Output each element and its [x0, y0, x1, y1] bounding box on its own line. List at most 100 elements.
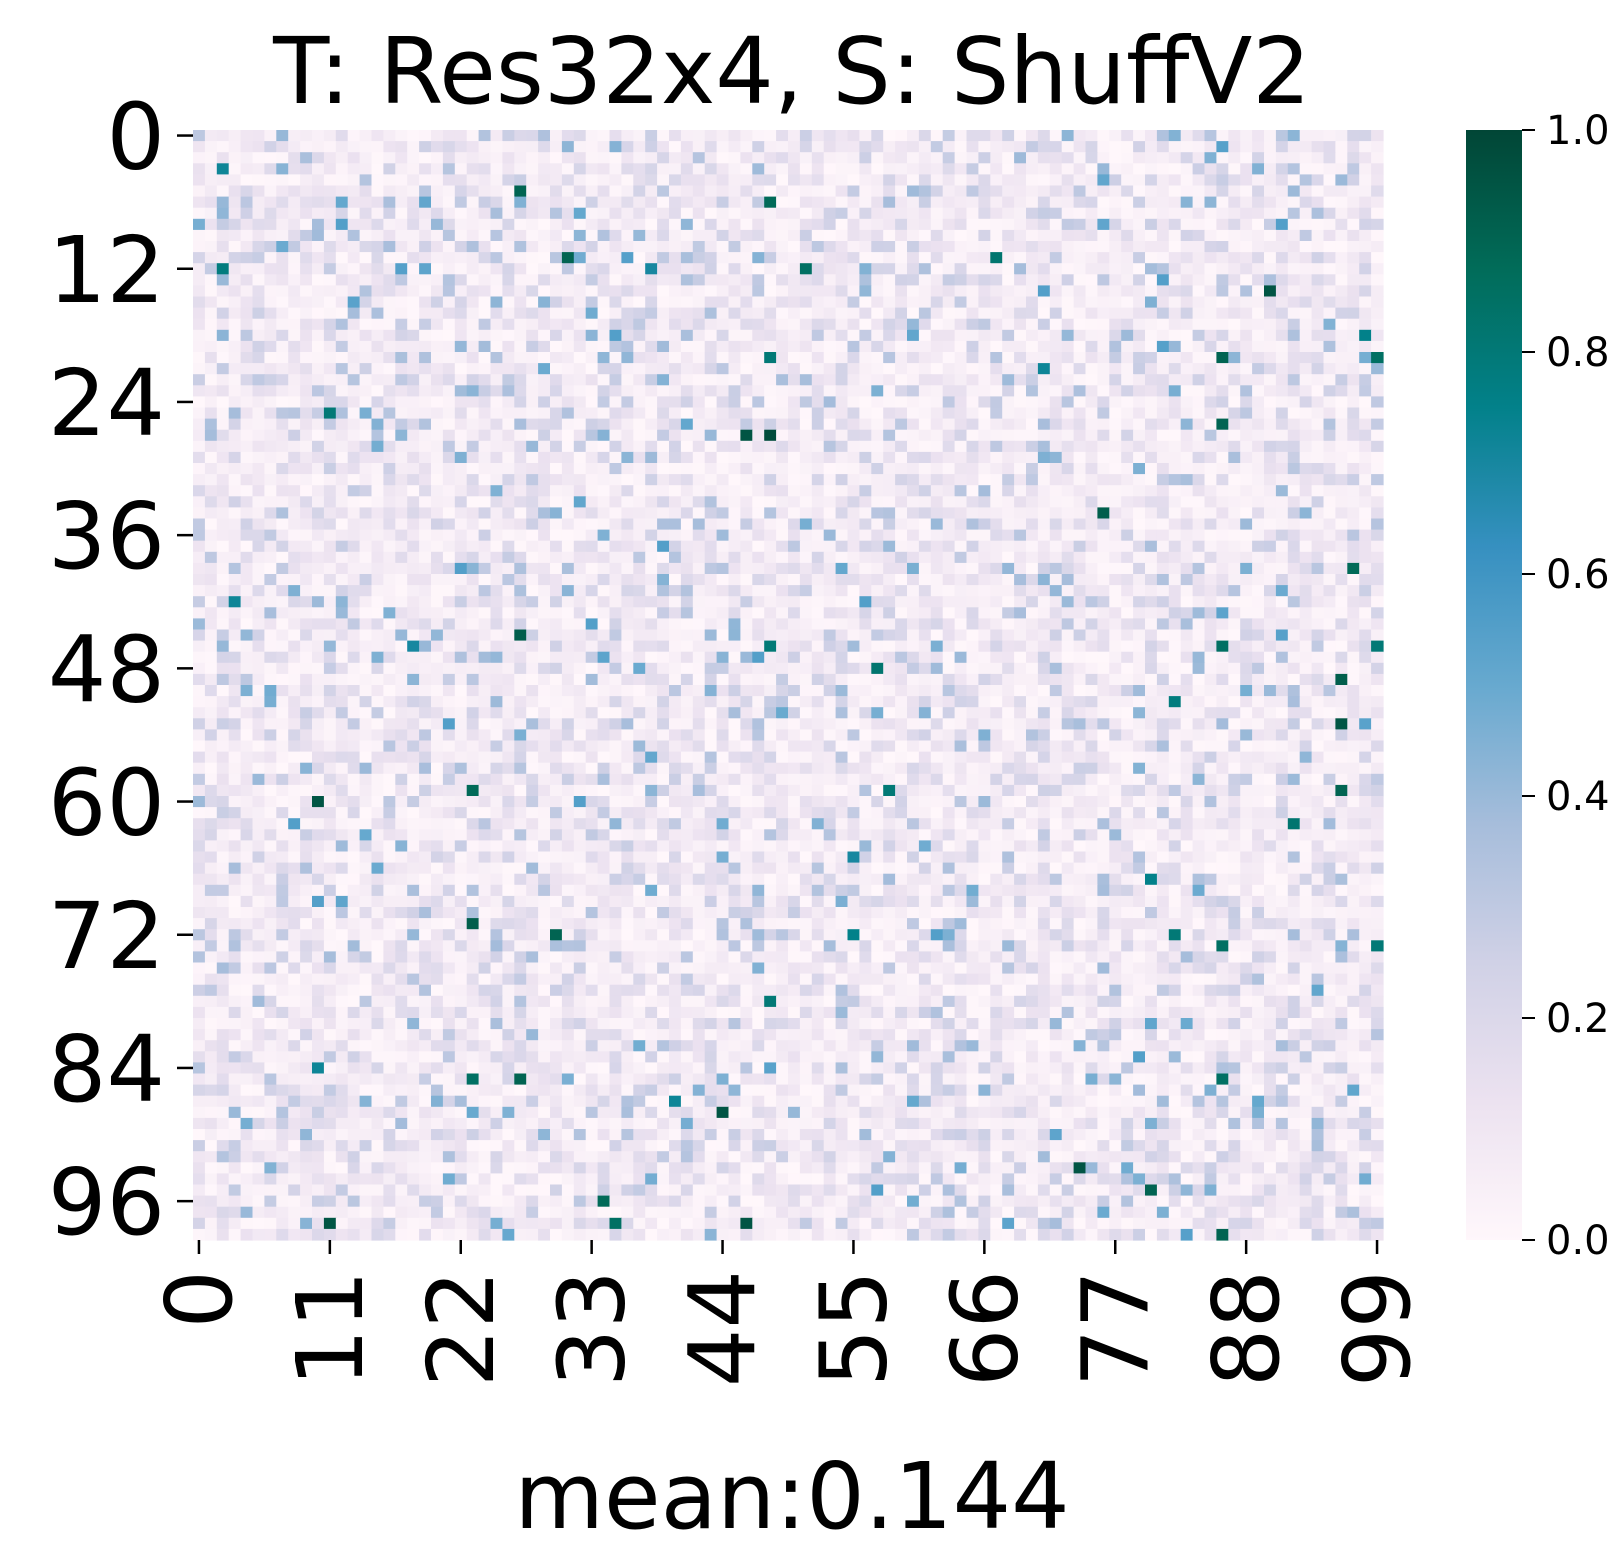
heatmap-cell [478, 562, 492, 575]
heatmap-cell [1156, 296, 1170, 309]
heatmap-cell [276, 474, 289, 486]
heatmap-cell [1216, 152, 1229, 164]
heatmap-cell [264, 174, 277, 187]
heatmap-cell [978, 374, 991, 386]
heatmap-cell [871, 229, 884, 242]
heatmap-cell [1264, 307, 1277, 320]
heatmap-cell [383, 507, 396, 520]
heatmap-cell [407, 551, 420, 564]
heatmap-cell [1204, 474, 1217, 486]
heatmap-cell [1216, 585, 1229, 597]
heatmap-cell [740, 640, 753, 653]
heatmap-cell [312, 418, 325, 431]
heatmap-cell [1026, 152, 1039, 164]
heatmap-cell [573, 529, 587, 542]
heatmap-cell [300, 318, 313, 331]
heatmap-cell [1180, 229, 1194, 242]
heatmap-cell [740, 418, 753, 431]
heatmap-cell [359, 296, 373, 309]
heatmap-cell [597, 429, 611, 442]
heatmap-cell [704, 440, 718, 453]
heatmap-cell [1299, 474, 1313, 486]
heatmap-cell [1037, 596, 1051, 608]
heatmap-cell [621, 207, 634, 220]
heatmap-cell [431, 174, 444, 187]
heatmap-cell [312, 296, 325, 309]
heatmap-cell [538, 585, 551, 597]
heatmap-cell [478, 163, 492, 175]
heatmap-cell [609, 551, 622, 564]
heatmap-cell [252, 463, 265, 475]
heatmap-cell [978, 440, 991, 453]
heatmap-cell [371, 396, 384, 409]
heatmap-cell [1240, 263, 1253, 275]
heatmap-cell [276, 496, 289, 508]
heatmap-cell [859, 307, 872, 320]
heatmap-cell [347, 229, 361, 242]
heatmap-cell [776, 340, 789, 353]
heatmap-cell [240, 340, 254, 353]
heatmap-cell [276, 662, 289, 675]
heatmap-cell [1216, 507, 1229, 520]
heatmap-cell [954, 218, 968, 231]
heatmap-cell [347, 596, 361, 608]
heatmap-cell [859, 551, 872, 564]
heatmap-cell [728, 607, 741, 619]
heatmap-cell [359, 263, 373, 275]
heatmap-cell [288, 318, 301, 331]
heatmap-cell [871, 130, 884, 142]
heatmap-cell [1133, 407, 1146, 420]
heatmap-cell [431, 529, 444, 542]
heatmap-cell [609, 163, 622, 175]
heatmap-cell [1109, 185, 1122, 198]
heatmap-cell [823, 407, 837, 420]
heatmap-cell [561, 141, 575, 153]
heatmap-cell [193, 318, 206, 331]
heatmap-cell [538, 363, 551, 375]
heatmap-cell [442, 540, 456, 553]
heatmap-cell [918, 318, 932, 331]
heatmap-cell [1252, 307, 1265, 320]
heatmap-cell [1204, 496, 1217, 508]
heatmap-cell [1311, 585, 1325, 597]
heatmap-cell [1168, 585, 1182, 597]
heatmap-cell [1347, 318, 1360, 331]
heatmap-cell [1216, 130, 1229, 142]
heatmap-cell [323, 141, 337, 153]
heatmap-cell [371, 629, 384, 642]
heatmap-cell [466, 463, 480, 475]
heatmap-cell [216, 562, 230, 575]
heatmap-cell [431, 307, 444, 320]
heatmap-cell [252, 174, 265, 187]
heatmap-cell [907, 618, 920, 631]
heatmap-cell [716, 651, 730, 664]
heatmap-cell [871, 407, 884, 420]
heatmap-cell [1097, 185, 1110, 198]
heatmap-cell [716, 130, 730, 142]
heatmap-cell [1240, 518, 1253, 531]
heatmap-cell [942, 562, 956, 575]
heatmap-cell [1371, 496, 1384, 508]
heatmap-cell [1049, 507, 1063, 520]
heatmap-cell [1275, 440, 1289, 453]
heatmap-cell [573, 285, 587, 298]
heatmap-cell [502, 673, 515, 686]
heatmap-cell [1287, 618, 1301, 631]
heatmap-cell [871, 340, 884, 353]
heatmap-cell [788, 640, 801, 653]
heatmap-cell [288, 307, 301, 320]
heatmap-cell [1121, 540, 1134, 553]
heatmap-cell [621, 607, 634, 619]
heatmap-cell [990, 540, 1003, 553]
heatmap-cell [1061, 241, 1075, 253]
heatmap-cell [1299, 252, 1313, 264]
heatmap-cell [1228, 551, 1241, 564]
heatmap-cell [1204, 662, 1217, 675]
heatmap-cell [895, 340, 908, 353]
heatmap-cell [704, 418, 718, 431]
heatmap-cell [799, 385, 813, 397]
heatmap-cell [1085, 185, 1098, 198]
heatmap-cell [859, 562, 872, 575]
heatmap-cell [657, 518, 670, 531]
heatmap-cell [1156, 307, 1170, 320]
